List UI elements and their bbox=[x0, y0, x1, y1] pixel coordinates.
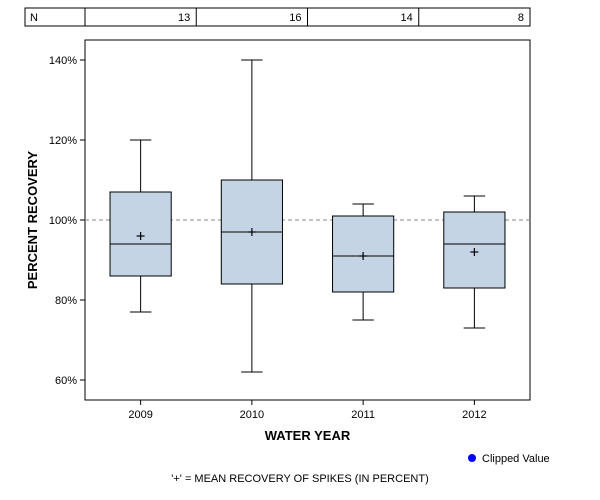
legend-text: Clipped Value bbox=[482, 453, 550, 465]
y-tick-label: 120% bbox=[49, 135, 77, 147]
y-axis-label: PERCENT RECOVERY bbox=[25, 151, 40, 290]
boxplot-chart: N 13 16 14 8 60% 80% 100% 120% 140% PERCENT RECOVE… bbox=[0, 0, 600, 500]
legend-marker bbox=[468, 454, 476, 462]
n-value: 8 bbox=[518, 12, 524, 24]
y-tick-label: 80% bbox=[55, 295, 77, 307]
n-value: 13 bbox=[178, 12, 190, 24]
x-tick-label: 2012 bbox=[462, 409, 486, 421]
footnote: '+' = MEAN RECOVERY OF SPIKES (IN PERCEN… bbox=[171, 473, 428, 485]
y-tick-label: 140% bbox=[49, 55, 77, 67]
x-axis-label: WATER YEAR bbox=[265, 428, 351, 443]
chart-container: N 13 16 14 8 60% 80% 100% 120% 140% PERCENT RECOVE… bbox=[0, 0, 600, 500]
y-tick-label: 60% bbox=[55, 375, 77, 387]
y-tick-label: 100% bbox=[49, 215, 77, 227]
x-tick-label: 2010 bbox=[240, 409, 264, 421]
n-value: 14 bbox=[401, 12, 413, 24]
x-tick-label: 2011 bbox=[351, 409, 375, 421]
x-tick-label: 2009 bbox=[128, 409, 152, 421]
n-row-label: N bbox=[30, 12, 38, 24]
n-value: 16 bbox=[289, 12, 301, 24]
